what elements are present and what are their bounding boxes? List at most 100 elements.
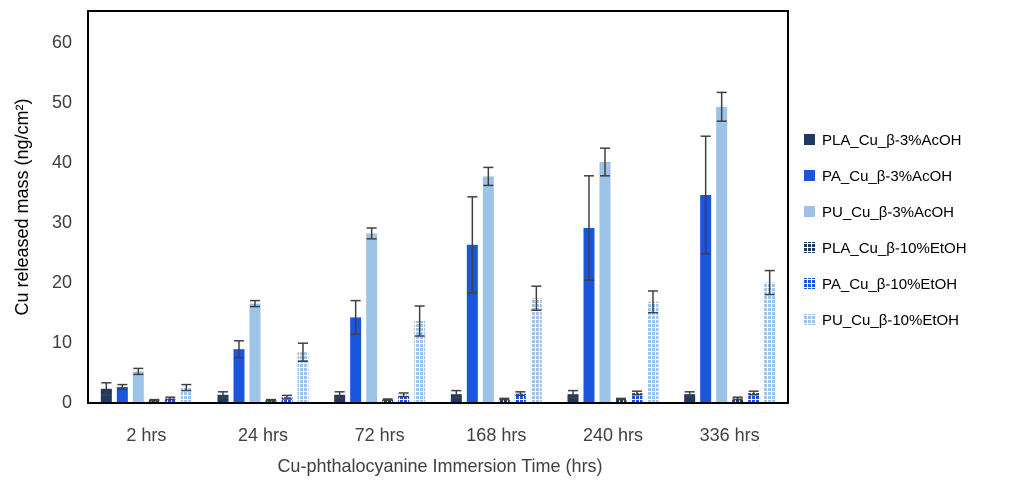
error-bar: [234, 340, 244, 359]
x-axis-label: Cu-phthalocyanine Immersion Time (hrs): [277, 456, 602, 476]
y-tick-label: 0: [62, 392, 72, 412]
error-bar: [101, 382, 112, 396]
error-bar: [366, 227, 377, 240]
bar: [297, 352, 309, 402]
error-bar: [616, 397, 626, 401]
error-bar: [600, 147, 610, 177]
bar: [132, 371, 144, 402]
y-tick-label: 30: [52, 212, 72, 232]
error-bar: [133, 367, 144, 376]
legend-label: PLA_Cu_β-3%AcOH: [822, 132, 962, 149]
legend-item: PLA_Cu_β-10%EtOH: [804, 240, 967, 257]
error-bar: [298, 342, 308, 362]
legend-label: PA_Cu_β-10%EtOH: [822, 276, 957, 293]
bar: [366, 233, 378, 402]
error-bar: [632, 390, 642, 396]
bar: [583, 228, 595, 402]
legend: PLA_Cu_β-3%AcOH PA_Cu_β-3%AcOH PU_Cu_β-3%A…: [804, 132, 967, 329]
bar: [647, 301, 659, 402]
error-bar: [451, 389, 462, 399]
x-tick-label: 336 hrs: [700, 425, 760, 445]
bar: [615, 399, 627, 402]
error-bar: [568, 389, 578, 399]
bar: [350, 317, 362, 402]
error-bars-group: [101, 91, 775, 402]
x-tick-label: 24 hrs: [238, 425, 288, 445]
bar: [631, 393, 643, 402]
bar: [466, 244, 478, 402]
error-bar: [398, 392, 409, 398]
bar: [414, 321, 426, 402]
bar: [764, 282, 776, 402]
error-bar: [732, 396, 743, 401]
error-bar: [266, 398, 276, 402]
y-tick-label: 60: [52, 32, 72, 52]
y-tick-label: 10: [52, 332, 72, 352]
error-bar: [483, 166, 494, 187]
error-bar: [181, 383, 192, 392]
plot-area-frame: [87, 10, 789, 404]
bar: [700, 195, 712, 402]
error-bar: [764, 269, 775, 296]
y-tick-label: 40: [52, 152, 72, 172]
error-bar: [467, 196, 478, 294]
bar: [684, 394, 696, 402]
legend-swatch: [804, 278, 815, 289]
error-bar: [515, 391, 526, 397]
legend-swatch: [804, 170, 815, 181]
y-tick-label: 20: [52, 272, 72, 292]
legend-item: PU_Cu_β-10%EtOH: [804, 312, 959, 329]
x-tick-label: 168 hrs: [466, 425, 526, 445]
error-bar: [165, 396, 176, 401]
y-axis-label: Cu released mass (ng/cm²): [12, 98, 32, 315]
legend-item: PU_Cu_β-3%AcOH: [804, 204, 954, 221]
legend-item: PLA_Cu_β-3%AcOH: [804, 132, 962, 149]
bar: [748, 393, 760, 402]
error-bar: [218, 391, 228, 399]
error-bar: [700, 135, 711, 255]
bar: [514, 393, 526, 402]
error-bar: [716, 91, 727, 122]
legend-label: PA_Cu_β-3%AcOH: [822, 168, 952, 185]
error-bar: [648, 290, 658, 314]
bars-group: [100, 106, 776, 403]
bar: [530, 298, 542, 402]
error-bar: [531, 285, 542, 311]
bar: [249, 303, 261, 402]
bar: [498, 399, 510, 402]
error-bar: [334, 391, 345, 399]
x-tick-label: 72 hrs: [355, 425, 405, 445]
bar: [233, 349, 245, 402]
legend-swatch: [804, 134, 815, 145]
bar: [180, 387, 192, 402]
error-bar: [499, 397, 510, 401]
legend-swatch: [804, 242, 815, 253]
bar: [599, 162, 611, 402]
legend-swatch: [804, 314, 815, 325]
x-tick-label: 2 hrs: [126, 425, 166, 445]
legend-swatch: [804, 206, 815, 217]
x-tick-label: 240 hrs: [583, 425, 643, 445]
error-bar: [684, 391, 695, 398]
error-bar: [584, 175, 594, 281]
legend-item: PA_Cu_β-10%EtOH: [804, 276, 957, 293]
error-bar: [149, 398, 160, 402]
bar: [482, 176, 494, 402]
legend-label: PU_Cu_β-10%EtOH: [822, 312, 959, 329]
error-bar: [414, 305, 425, 337]
x-axis-tick-labels: 2 hrs 24 hrs 72 hrs 168 hrs 240 hrs 336 hrs: [126, 425, 759, 445]
error-bar: [350, 299, 361, 335]
bar: [116, 387, 128, 402]
legend-label: PLA_Cu_β-10%EtOH: [822, 240, 967, 257]
error-bar: [250, 299, 260, 308]
y-tick-label: 50: [52, 92, 72, 112]
legend-label: PU_Cu_β-3%AcOH: [822, 204, 954, 221]
error-bar: [382, 398, 393, 401]
error-bar: [282, 394, 292, 400]
y-axis-tick-labels: 0 10 20 30 40 50 60: [52, 32, 72, 412]
error-bar: [117, 383, 128, 391]
bar: [398, 394, 410, 402]
bar: [716, 106, 728, 403]
